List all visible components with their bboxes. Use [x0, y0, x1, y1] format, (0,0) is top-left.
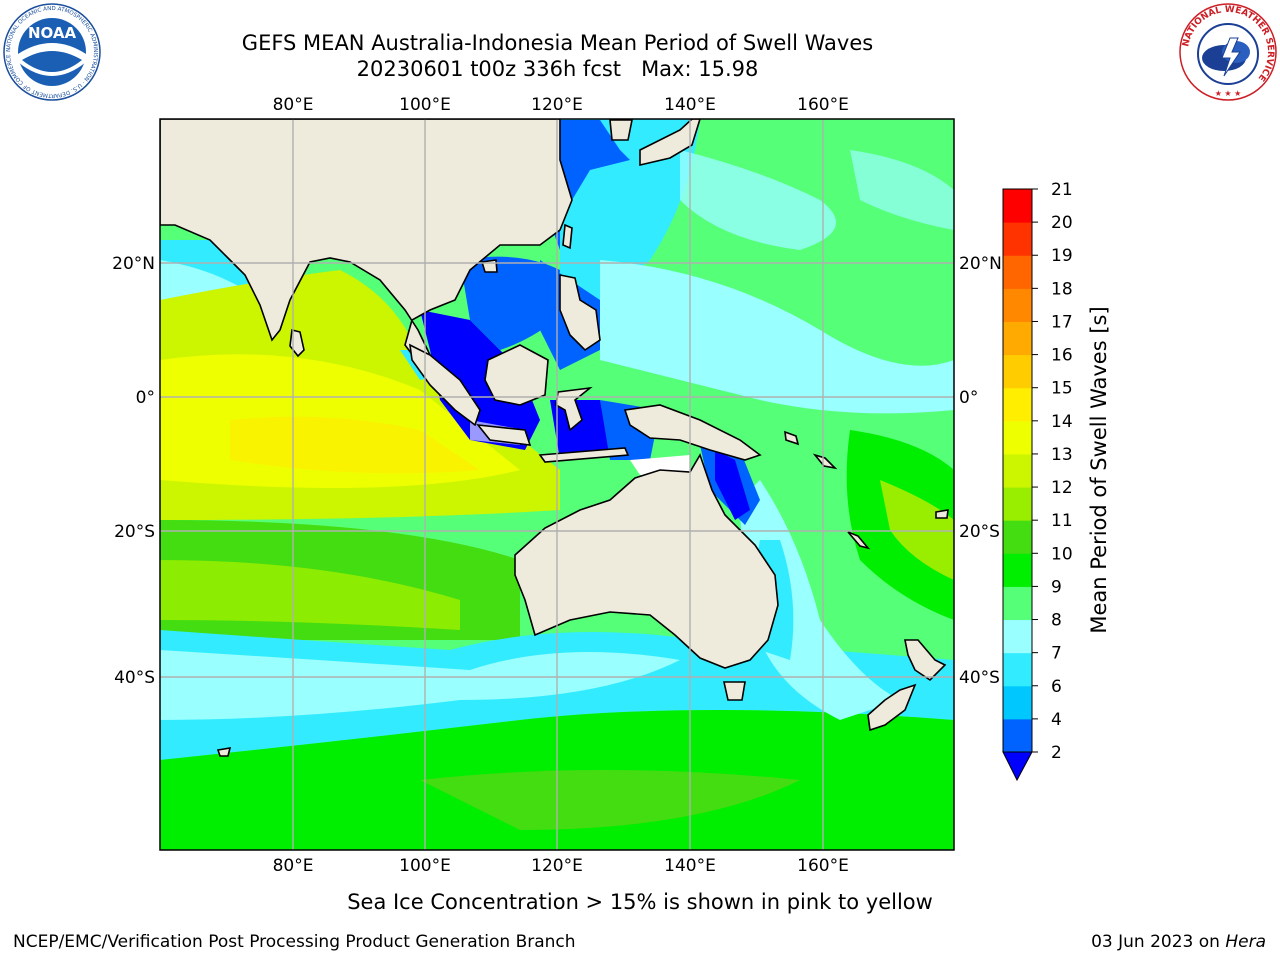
svg-text:★ ★ ★: ★ ★ ★ — [1215, 89, 1242, 98]
colorbar-ticks: 2 4 6 7 8 9 10 11 12 13 14 15 16 17 18 19 20 21 — [1032, 180, 1073, 763]
land-new-caledonia — [847, 531, 871, 550]
land-tasmania — [723, 681, 746, 701]
footer-branch: NCEP/EMC/Verification Post Processing Pr… — [13, 932, 576, 952]
land-philippines — [559, 274, 601, 352]
lat-ticks-right: 20°N 0° 20°S 40°S — [959, 254, 1002, 688]
land-masses — [160, 119, 949, 757]
colorbar-segment — [1003, 321, 1032, 356]
land-korea — [609, 119, 633, 141]
chart-title: GEFS MEAN Australia-Indonesia Mean Perio… — [241, 31, 874, 55]
tick-top-100e: 100°E — [399, 95, 451, 115]
colorbar-label: Mean Period of Swell Waves [s] — [1087, 306, 1111, 633]
tick-bottom-80e: 80°E — [273, 856, 314, 876]
tick-left-20s: 20°S — [114, 522, 155, 542]
land-australia — [514, 453, 779, 669]
land-sumatra — [409, 343, 481, 427]
tick-right-20n: 20°N — [959, 254, 1002, 274]
colorbar-tick-label: 14 — [1051, 412, 1073, 432]
land-taiwan — [562, 223, 573, 250]
tick-left-20n: 20°N — [112, 254, 155, 274]
colorbar-segment — [1003, 453, 1032, 488]
lat-ticks-left: 20°N 0° 20°S 40°S — [112, 254, 155, 688]
colorbar-extend-arrow — [1002, 751, 1033, 782]
gridlines — [160, 119, 954, 850]
land-fiji — [935, 509, 949, 519]
colorbar-tick-label: 13 — [1051, 445, 1073, 465]
colorbar-segment — [1003, 553, 1032, 587]
colorbar-segment — [1003, 586, 1032, 621]
colorbar-tick-label: 4 — [1051, 710, 1062, 730]
colorbar-tick-label: 18 — [1051, 279, 1073, 299]
map-frame — [159, 118, 955, 851]
colorbar-segment — [1003, 652, 1032, 687]
colorbar-tick-label: 9 — [1051, 577, 1062, 597]
tick-left-40s: 40°S — [114, 668, 155, 688]
noaa-logo: NATIONAL OCEANIC AND ATMOSPHERIC ADMINIS… — [3, 3, 101, 101]
tick-right-0: 0° — [959, 388, 978, 408]
footer-date-text: 03 Jun 2023 on — [1091, 932, 1226, 952]
tick-top-80e: 80°E — [273, 95, 314, 115]
tick-bottom-140e: 140°E — [664, 856, 716, 876]
land-kerguelen — [216, 747, 232, 757]
colorbar-segment — [1003, 718, 1032, 753]
colorbar-segment — [1003, 685, 1032, 720]
colorbar-segment — [1003, 354, 1032, 389]
land-lesser-sunda — [538, 447, 630, 463]
land-hainan — [480, 259, 498, 273]
colorbar-tick-label: 8 — [1051, 611, 1062, 631]
land-nz-north — [904, 639, 947, 682]
land-new-guinea — [623, 404, 762, 461]
land-vanuatu — [812, 453, 838, 470]
colorbar-tick-label: 6 — [1051, 677, 1062, 697]
colorbar-segment — [1003, 387, 1032, 422]
noaa-logo-text: NOAA — [28, 24, 77, 42]
colorbar-tick-label: 20 — [1051, 213, 1073, 233]
land-japan — [639, 119, 701, 167]
colorbar-segment — [1003, 288, 1032, 322]
footer-machine: Hera — [1225, 932, 1266, 952]
colorbar: 2 4 6 7 8 9 10 11 12 13 14 15 16 17 18 19 20 21 Mean Peri… — [1002, 180, 1111, 782]
tick-bottom-160e: 160°E — [797, 856, 849, 876]
colorbar-tick-label: 15 — [1051, 379, 1073, 399]
colorbar-segment — [1003, 520, 1032, 554]
land-java — [476, 424, 532, 446]
tick-right-20s: 20°S — [959, 522, 1000, 542]
colorbar-tick-label: 21 — [1051, 180, 1073, 200]
colorbar-segment — [1003, 420, 1032, 455]
colorbar-segment — [1003, 189, 1032, 223]
colorbar-segment — [1003, 222, 1032, 256]
colorbar-segment — [1003, 487, 1032, 521]
colorbar-segment — [1003, 255, 1032, 289]
lon-ticks-bottom: 80°E 100°E 120°E 140°E 160°E — [273, 856, 849, 876]
colorbar-tick-label: 12 — [1051, 478, 1073, 498]
land-solomons — [784, 430, 800, 446]
tick-right-40s: 40°S — [959, 668, 1000, 688]
tick-bottom-100e: 100°E — [399, 856, 451, 876]
footer-date: 03 Jun 2023 on Hera — [1091, 932, 1266, 952]
sea-ice-caption: Sea Ice Concentration > 15% is shown in … — [347, 890, 933, 914]
colorbar-tick-label: 7 — [1051, 644, 1062, 664]
tick-bottom-120e: 120°E — [531, 856, 583, 876]
colorbar-tick-label: 17 — [1051, 312, 1073, 332]
colorbar-tick-label: 16 — [1051, 346, 1073, 366]
tick-top-160e: 160°E — [797, 95, 849, 115]
nws-logo: NATIONAL WEATHER SERVICE ★ ★ ★ — [1179, 3, 1277, 101]
colorbar-tick-label: 11 — [1051, 511, 1073, 531]
tick-top-120e: 120°E — [531, 95, 583, 115]
colorbar-frame — [1002, 188, 1033, 753]
colorbar-tick-label: 2 — [1051, 743, 1062, 763]
lon-ticks-top: 80°E 100°E 120°E 140°E 160°E — [273, 95, 849, 115]
colorbar-segments — [1003, 189, 1032, 753]
tick-top-140e: 140°E — [664, 95, 716, 115]
colorbar-segment — [1003, 619, 1032, 654]
colorbar-tick-label: 10 — [1051, 544, 1073, 564]
land-nz-south — [867, 683, 917, 732]
tick-left-0: 0° — [136, 388, 155, 408]
land-borneo — [484, 344, 549, 406]
colorbar-tick-label: 19 — [1051, 246, 1073, 266]
chart-subtitle: 20230601 t00z 336h fcst Max: 15.98 — [356, 57, 759, 81]
